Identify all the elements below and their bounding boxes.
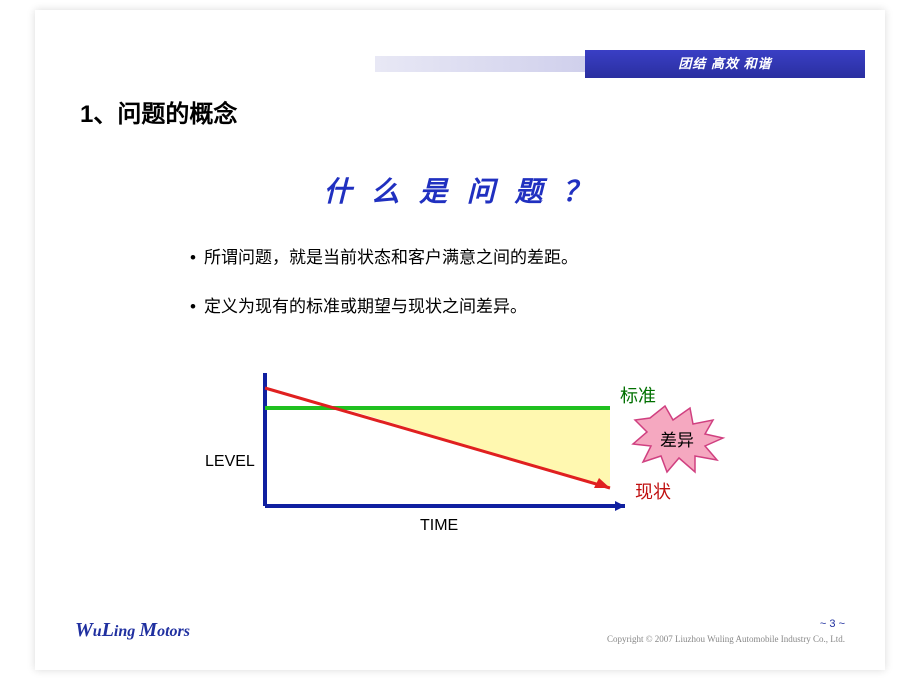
- question-heading: 什 么 是 问 题 ？: [35, 170, 885, 210]
- bullet-item: 所谓问题，就是当前状态和客户满意之间的差距。: [190, 238, 578, 279]
- bullet-list: 所谓问题，就是当前状态和客户满意之间的差距。 定义为现有的标准或期望与现状之间差…: [190, 238, 578, 336]
- page-number: ~ 3 ~: [820, 618, 845, 630]
- copyright-text: Copyright © 2007 Liuzhou Wuling Automobi…: [607, 634, 845, 644]
- slide: 团结 高效 和谐 1、问题的概念 什 么 是 问 题 ？ 所谓问题，就是当前状态…: [35, 10, 885, 670]
- standard-label: 标准: [620, 386, 656, 406]
- gap-label: 差异: [660, 431, 694, 450]
- footer-logo: WuLing Motors: [75, 619, 190, 642]
- current-label: 现状: [635, 482, 671, 502]
- section-title: 1、问题的概念: [80, 94, 237, 129]
- banner-motto: 团结 高效 和谐: [585, 50, 865, 78]
- banner-gradient-light: [375, 56, 585, 72]
- x-axis-label: TIME: [420, 517, 458, 534]
- header-banner: 团结 高效 和谐: [375, 50, 865, 78]
- section-heading: 问题的概念: [117, 101, 237, 128]
- bullet-item: 定义为现有的标准或期望与现状之间差异。: [190, 287, 578, 328]
- x-axis-arrow: [615, 501, 625, 511]
- gap-chart: LEVEL TIME 标准 现状 差异: [195, 358, 755, 548]
- section-number: 1、: [80, 101, 117, 128]
- y-axis-label: LEVEL: [205, 453, 255, 470]
- chart-svg: LEVEL TIME 标准 现状 差异: [195, 358, 755, 548]
